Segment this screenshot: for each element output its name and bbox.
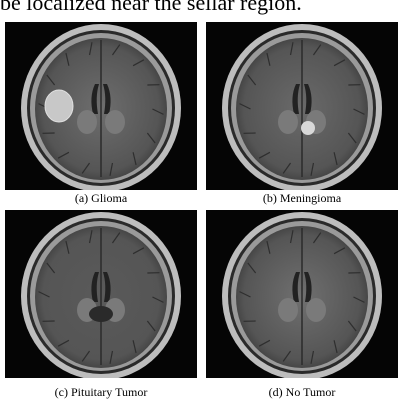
thalamus	[306, 298, 326, 322]
thalamus	[77, 110, 97, 134]
body-text: be localized near the sellar region.	[0, 0, 400, 15]
mri-image	[206, 22, 398, 190]
thalamus	[278, 298, 298, 322]
page: {"header": {"text": "be localized near t…	[0, 0, 400, 403]
mri-image	[206, 210, 398, 378]
thalamus	[105, 110, 125, 134]
sellar-region	[89, 306, 113, 322]
caption: (c) Pituitary Tumor	[5, 385, 197, 400]
mri-image	[5, 210, 197, 378]
caption: (a) Glioma	[5, 191, 197, 206]
caption: (b) Meningioma	[206, 191, 398, 206]
mri-image	[5, 22, 197, 190]
tumor	[45, 90, 73, 122]
caption: (d) No Tumor	[206, 385, 398, 400]
thalamus	[278, 110, 298, 134]
tumor	[301, 121, 315, 135]
